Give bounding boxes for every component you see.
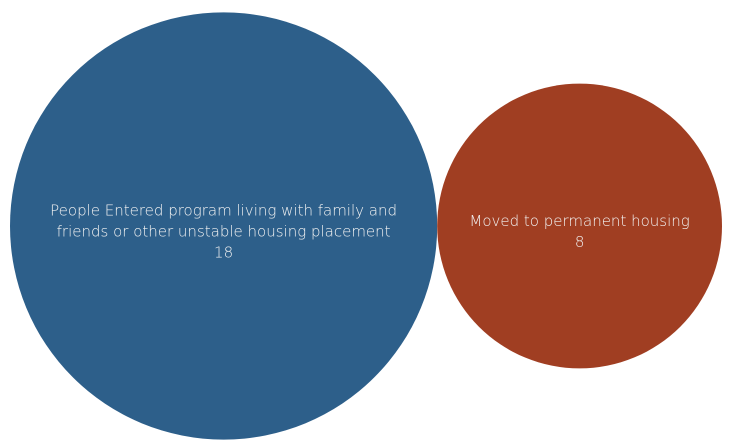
bubble-label: Moved to permanent housing 8 bbox=[459, 211, 701, 253]
category-label: People Entered program living with famil… bbox=[50, 201, 398, 241]
value-label: 18 bbox=[214, 243, 234, 262]
category-label: Moved to permanent housing bbox=[469, 212, 690, 230]
value-label: 8 bbox=[574, 233, 585, 251]
bubble bbox=[437, 83, 722, 369]
bubble-label: People Entered program living with famil… bbox=[42, 201, 405, 264]
bubble bbox=[10, 12, 438, 440]
